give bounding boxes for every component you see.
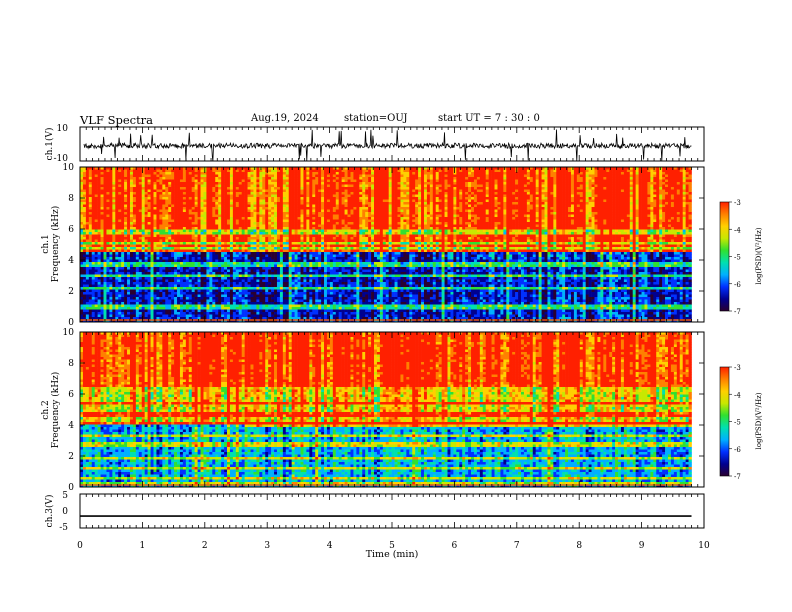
ch2-colorbar-tick: -3 bbox=[734, 364, 741, 372]
ch2-freq-tick-label: 0 bbox=[68, 483, 74, 493]
ch2-colorbar-tick: -7 bbox=[734, 473, 741, 481]
ch3-ytick-mid: 0 bbox=[62, 507, 68, 517]
ch2-ylabel: ch.2 bbox=[41, 400, 51, 419]
ch1-colorbar-tick: -6 bbox=[734, 281, 741, 289]
ch2-colorbar-tick: -4 bbox=[734, 391, 741, 399]
ch2-colorbar-tick: -5 bbox=[734, 419, 741, 427]
ch1-freq-tick-label: 10 bbox=[63, 163, 75, 173]
ch3-ytick-bottom: -5 bbox=[59, 523, 68, 533]
ch2-freq-tick-label: 6 bbox=[68, 390, 74, 400]
ch2-colorbar-label: log(PSD)(V²/Hz) bbox=[755, 392, 763, 449]
ch2-colorbar: -3 -4 -5 -6 -7 log(PSD)(V²/Hz) bbox=[720, 364, 763, 481]
ch1-colorbar-tick: -7 bbox=[734, 308, 741, 316]
time-tick-label: 0 bbox=[77, 541, 83, 551]
ch1-freq-tick-label: 8 bbox=[68, 194, 74, 204]
ch1-freq-tick-label: 4 bbox=[68, 256, 74, 266]
ch1-spectrogram-image bbox=[80, 167, 704, 322]
ch1-colorbar: -3 -4 -5 -6 -7 log(PSD)(V²/Hz) bbox=[720, 199, 763, 316]
ch2-ylabel-frequency: Frequency (kHz) bbox=[50, 372, 61, 449]
x-axis-label: Time (min) bbox=[366, 549, 419, 560]
ch3-waveform-panel: 5 0 -5 ch.3(V) bbox=[44, 491, 704, 533]
ch2-colorbar-tick: -6 bbox=[734, 446, 741, 454]
ch1-ylabel-frequency: Frequency (kHz) bbox=[50, 206, 61, 283]
ch1-ylabel: ch.1(V) bbox=[44, 128, 55, 161]
time-tick-label: 6 bbox=[452, 541, 458, 551]
time-tick-label: 9 bbox=[639, 541, 645, 551]
ch1-freq-tick-label: 2 bbox=[68, 287, 74, 297]
time-tick-label: 7 bbox=[514, 541, 520, 551]
ch1-ytick-top: 10 bbox=[57, 124, 69, 134]
time-tick-label: 8 bbox=[576, 541, 582, 551]
ch1-freq-tick-label: 6 bbox=[68, 225, 74, 235]
ch1-freq-tick-label: 0 bbox=[68, 318, 74, 328]
ch2-freq-tick-label: 10 bbox=[63, 328, 75, 338]
ch2-freq-tick-label: 4 bbox=[68, 421, 74, 431]
ch1-spectrogram-panel: ch.1 Frequency (kHz) 0 2 4 6 8 10 bbox=[41, 163, 704, 328]
ch2-freq-tick-label: 8 bbox=[68, 359, 74, 369]
time-tick-label: 2 bbox=[202, 541, 208, 551]
ch1-colorbar-tick: -5 bbox=[734, 254, 741, 262]
ch2-spectrogram-image bbox=[80, 332, 704, 487]
ch2-spectrogram-panel: ch.2 Frequency (kHz) 0 2 4 6 8 10 bbox=[41, 328, 704, 493]
time-tick-label: 3 bbox=[264, 541, 270, 551]
time-tick-label: 1 bbox=[140, 541, 146, 551]
time-tick-label: 10 bbox=[698, 541, 710, 551]
ch1-waveform-panel: 10 -10 ch.1(V) bbox=[44, 124, 704, 164]
ch1-colorbar-tick: -3 bbox=[734, 199, 741, 207]
time-tick-label: 4 bbox=[327, 541, 333, 551]
ch3-ylabel: ch.3(V) bbox=[44, 495, 55, 528]
ch2-freq-tick-label: 2 bbox=[68, 452, 74, 462]
ch1-ylabel: ch.1 bbox=[41, 234, 51, 253]
ch1-colorbar-tick: -4 bbox=[734, 226, 741, 234]
ch1-colorbar-label: log(PSD)(V²/Hz) bbox=[755, 227, 763, 284]
ch3-ytick-top: 5 bbox=[62, 491, 68, 501]
